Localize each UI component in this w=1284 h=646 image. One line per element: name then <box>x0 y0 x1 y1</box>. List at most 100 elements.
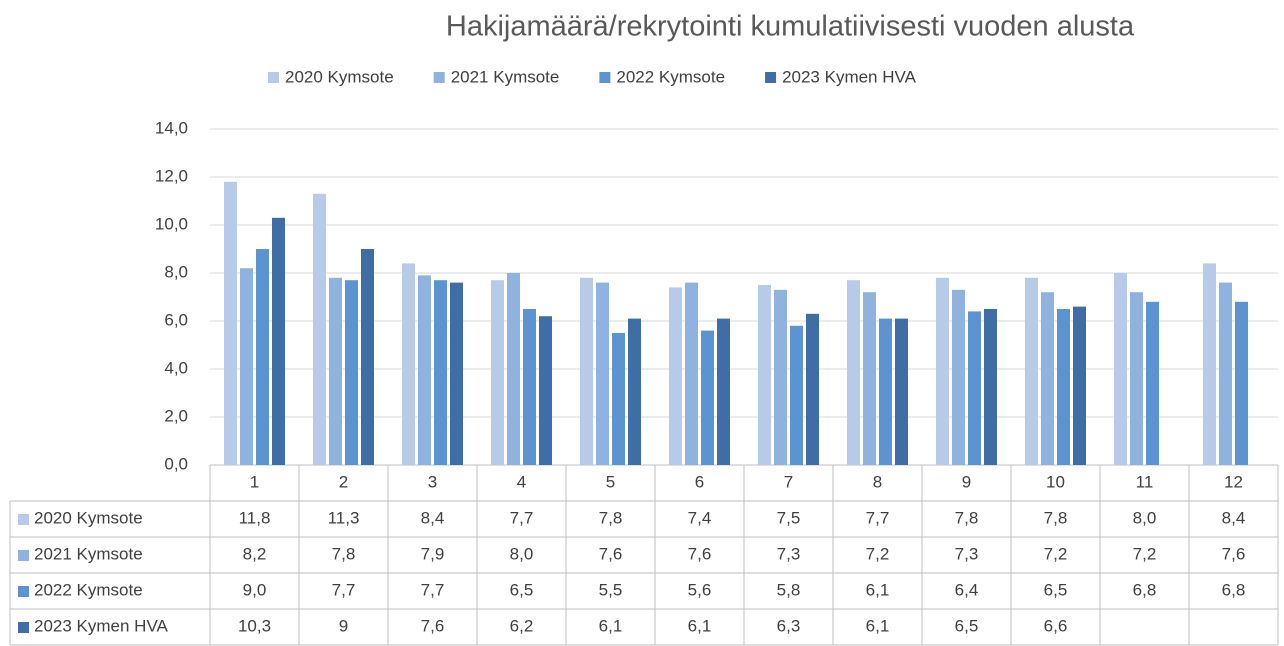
bar <box>224 181 237 466</box>
table-value: 7,6 <box>599 544 623 563</box>
table-value: 7,9 <box>421 544 445 563</box>
bar <box>1235 301 1248 465</box>
bar <box>1203 263 1216 465</box>
bar <box>1041 292 1054 465</box>
bar <box>1057 309 1070 465</box>
table-value: 9,0 <box>243 580 267 599</box>
x-tick-label: 7 <box>784 472 793 491</box>
table-value: 5,6 <box>688 580 712 599</box>
table-value: 6,5 <box>510 580 534 599</box>
bar <box>507 273 520 465</box>
table-value: 7,7 <box>421 580 445 599</box>
table-value: 6,1 <box>688 616 712 635</box>
table-value: 7,3 <box>777 544 801 563</box>
table-value: 7,5 <box>777 508 801 527</box>
bar <box>628 318 641 465</box>
bar <box>612 333 625 465</box>
bar <box>240 268 253 465</box>
y-tick-label: 14,0 <box>155 118 188 137</box>
y-tick-label: 6,0 <box>164 310 188 329</box>
bar <box>790 325 803 465</box>
y-tick-label: 0,0 <box>164 454 188 473</box>
legend-key <box>18 550 29 561</box>
legend-key <box>18 514 29 525</box>
bar <box>717 318 730 465</box>
legend-label: 2021 Kymsote <box>451 67 560 86</box>
table-value: 8,2 <box>243 544 267 563</box>
bar <box>863 292 876 465</box>
bar <box>361 249 374 465</box>
table-value: 10,3 <box>238 616 271 635</box>
y-tick-label: 12,0 <box>155 166 188 185</box>
table-value: 6,2 <box>510 616 534 635</box>
y-tick-label: 10,0 <box>155 214 188 233</box>
bar <box>701 330 714 465</box>
x-tick-label: 1 <box>250 472 259 491</box>
table-value: 7,7 <box>332 580 356 599</box>
table-value: 7,8 <box>332 544 356 563</box>
table-value: 7,6 <box>688 544 712 563</box>
table-value: 6,8 <box>1133 580 1157 599</box>
bar <box>1025 277 1038 465</box>
bar <box>1130 292 1143 465</box>
bar <box>272 217 285 465</box>
x-tick-label: 3 <box>428 472 437 491</box>
table-value: 8,4 <box>421 508 445 527</box>
legend-key <box>433 72 445 83</box>
legend-key <box>765 72 777 83</box>
table-value: 6,1 <box>599 616 623 635</box>
bar <box>774 289 787 465</box>
bar <box>523 309 536 465</box>
bar <box>434 280 447 465</box>
x-tick-label: 6 <box>695 472 704 491</box>
row-header: 2021 Kymsote <box>34 544 143 563</box>
legend-key <box>599 72 611 83</box>
bar <box>952 289 965 465</box>
legend-label: 2020 Kymsote <box>285 67 394 86</box>
bar <box>580 277 593 465</box>
bar <box>685 282 698 465</box>
bar <box>1219 282 1232 465</box>
table-value: 5,8 <box>777 580 801 599</box>
legend-key <box>18 622 29 633</box>
y-tick-label: 8,0 <box>164 262 188 281</box>
row-header: 2020 Kymsote <box>34 508 143 527</box>
bar <box>450 282 463 465</box>
table-value: 7,4 <box>688 508 712 527</box>
bar <box>256 249 269 465</box>
table-value: 7,7 <box>866 508 890 527</box>
row-header: 2023 Kymen HVA <box>34 616 169 635</box>
table-value: 6,3 <box>777 616 801 635</box>
bar <box>418 275 431 465</box>
bar <box>984 309 997 465</box>
bar <box>936 277 949 465</box>
table-value: 11,8 <box>239 508 271 527</box>
table-value: 8,0 <box>1133 508 1157 527</box>
table-value: 6,1 <box>866 616 890 635</box>
bar <box>758 285 771 465</box>
bar <box>539 316 552 465</box>
bar <box>806 313 819 465</box>
table-value: 11,3 <box>328 508 360 527</box>
bar <box>402 263 415 465</box>
bar <box>491 280 504 465</box>
bar <box>313 193 326 466</box>
table-value: 7,7 <box>510 508 534 527</box>
table-value: 6,5 <box>955 616 979 635</box>
legend-key <box>268 72 279 83</box>
table-value: 6,6 <box>1044 616 1068 635</box>
table-value: 7,6 <box>421 616 445 635</box>
table-value: 7,8 <box>955 508 979 527</box>
table-value: 6,8 <box>1222 580 1246 599</box>
bar <box>847 280 860 465</box>
x-tick-label: 4 <box>517 472 526 491</box>
bar <box>669 287 682 465</box>
table-value: 5,5 <box>599 580 623 599</box>
y-tick-label: 4,0 <box>164 358 188 377</box>
chart-title: Hakijamäärä/rekrytointi kumulatiivisesti… <box>446 11 1135 43</box>
table-value: 6,5 <box>1044 580 1068 599</box>
table-value: 7,6 <box>1222 544 1246 563</box>
row-header: 2022 Kymsote <box>34 580 143 599</box>
table-value: 9 <box>339 616 348 635</box>
table-value: 8,4 <box>1222 508 1246 527</box>
